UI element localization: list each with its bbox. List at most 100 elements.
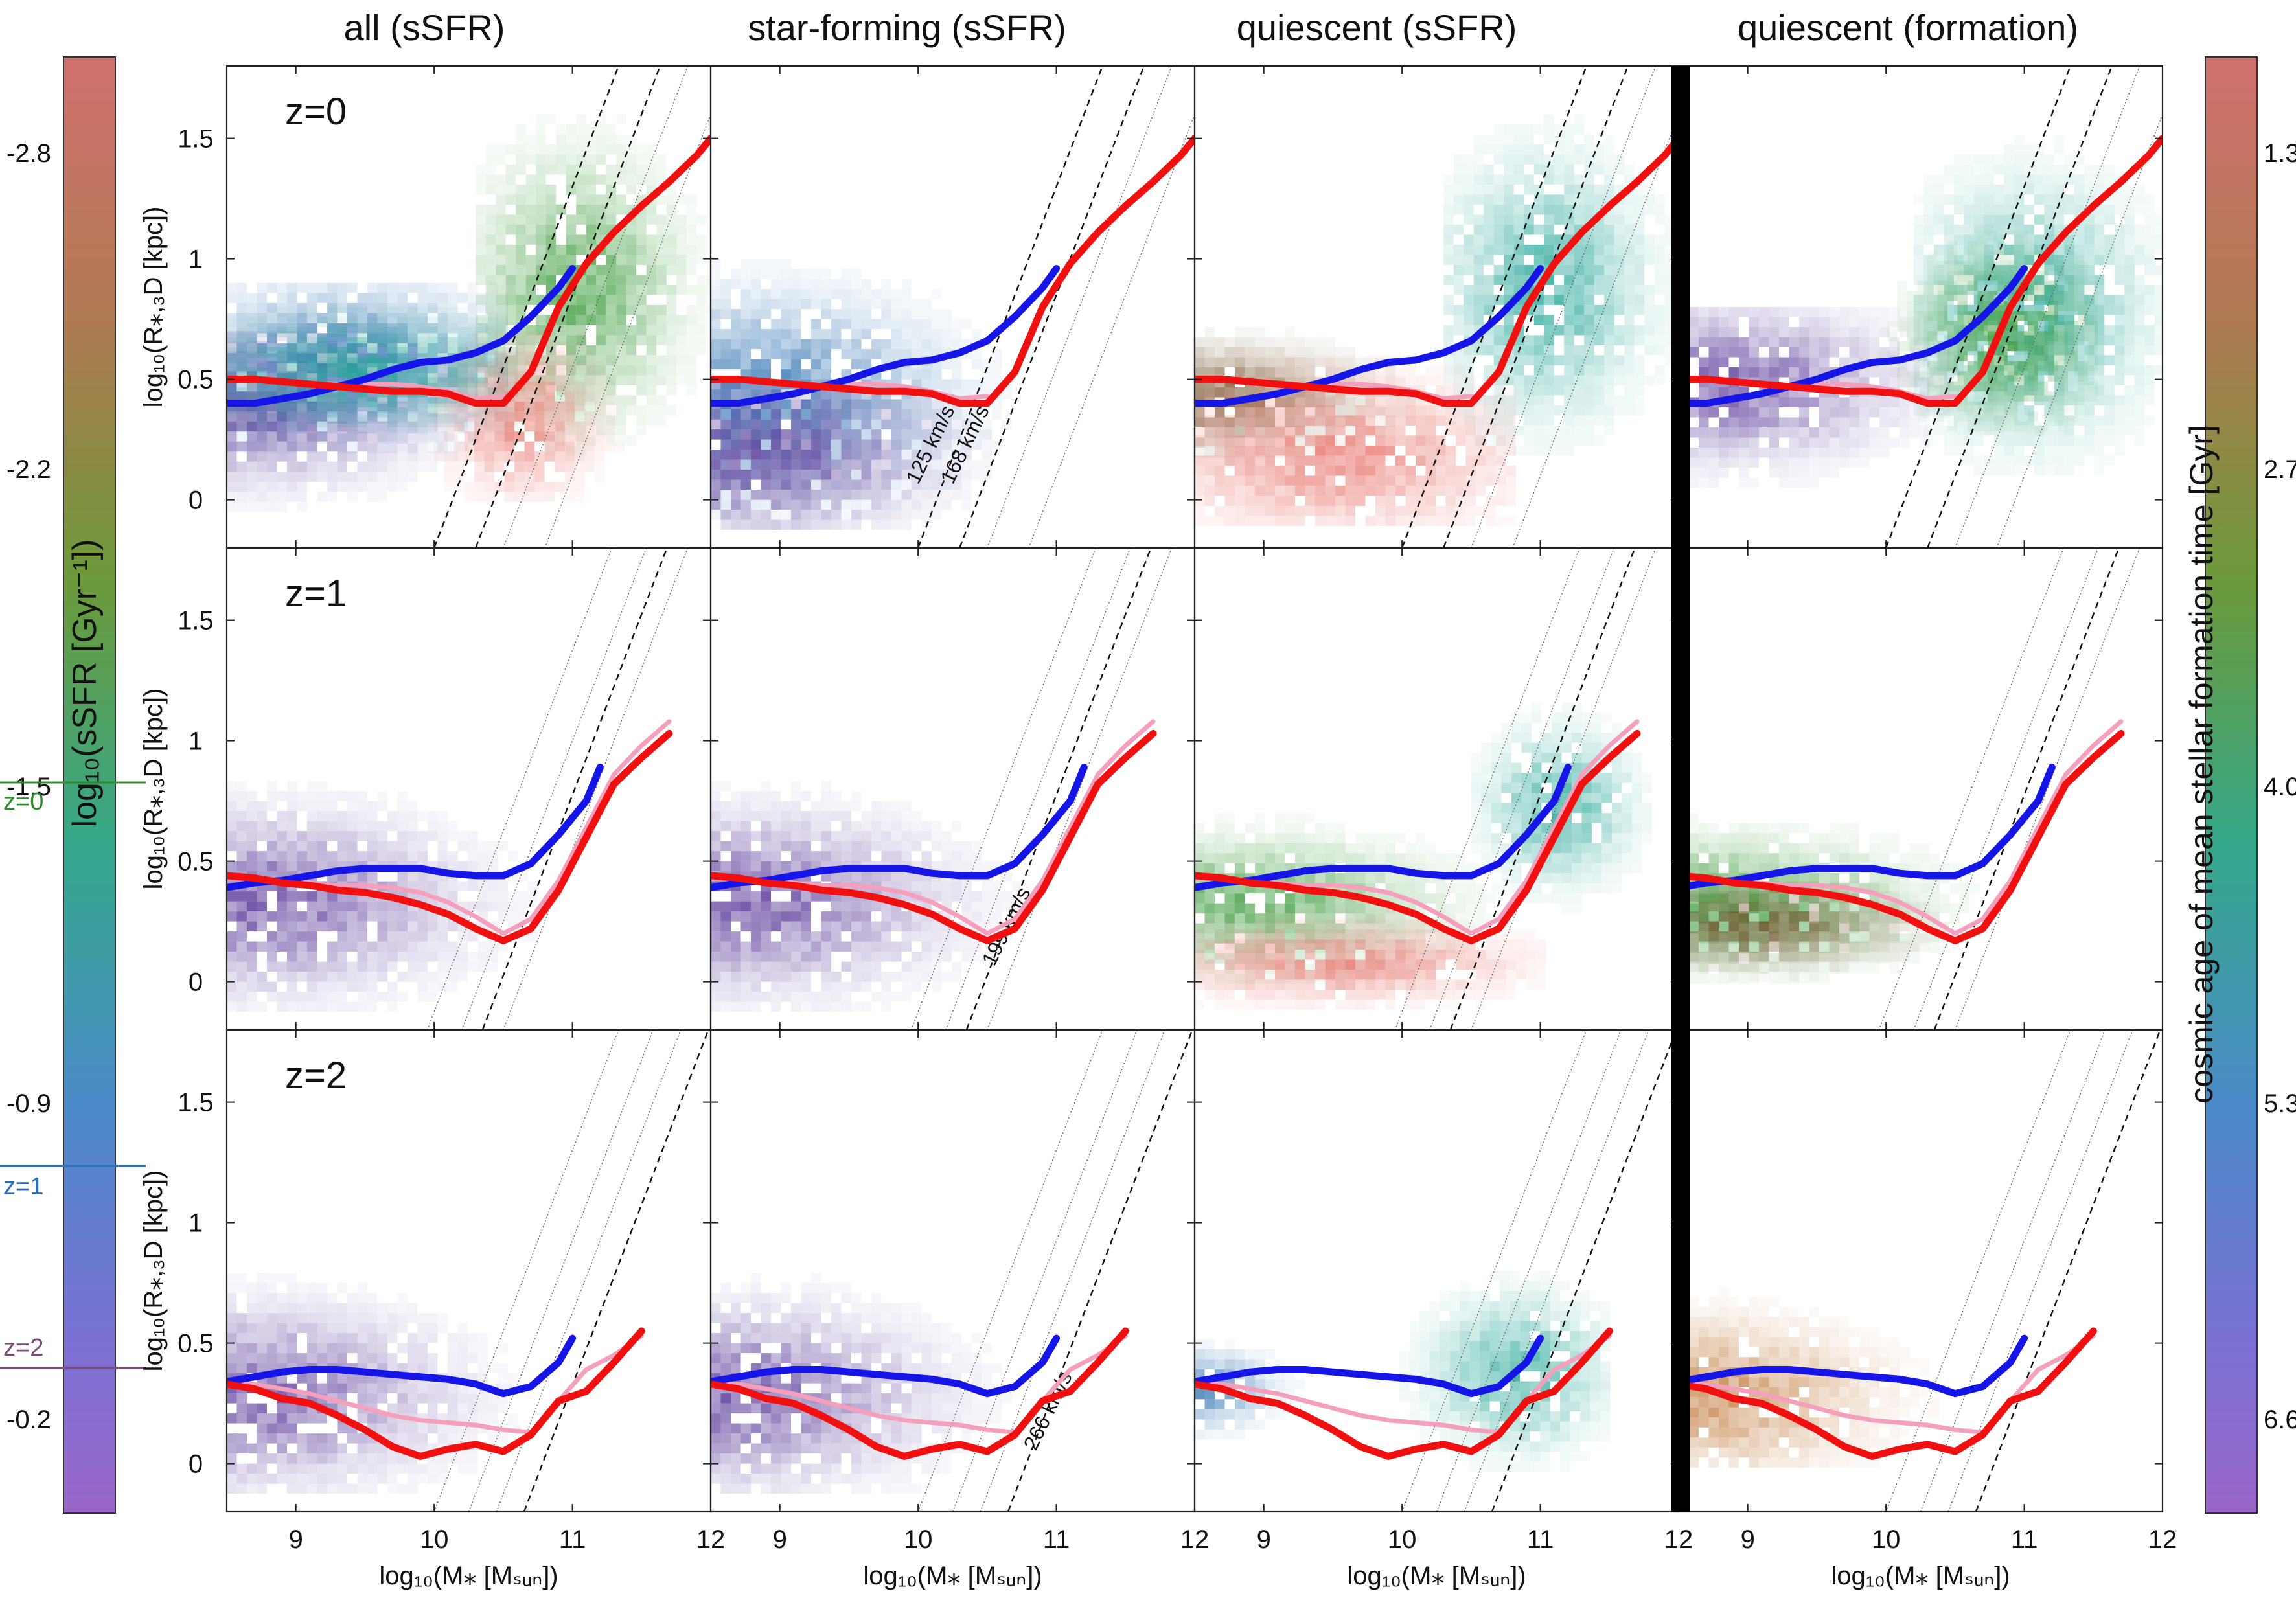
density-cell: [596, 304, 606, 315]
density-cell: [1345, 465, 1355, 476]
density-cell: [1445, 505, 1456, 516]
density-cell: [881, 279, 891, 290]
density-cell: [711, 269, 721, 279]
density-cell: [586, 395, 597, 405]
density-cell: [1504, 214, 1514, 225]
density-cell: [811, 409, 821, 420]
density-cell: [1395, 505, 1406, 516]
density-cell: [696, 295, 707, 305]
density-cell: [1445, 516, 1456, 526]
density-cell: [1443, 295, 1454, 305]
series-line-pink: [846, 382, 990, 401]
density-cell: [871, 459, 882, 470]
density-cell: [616, 405, 626, 416]
density-cell: [1355, 435, 1366, 446]
density-cell: [841, 499, 851, 510]
density-cell: [1564, 315, 1574, 325]
density-cell: [408, 282, 418, 293]
density-cell: [457, 343, 468, 354]
density-cell: [1728, 448, 1739, 458]
density-cell: [1513, 255, 1524, 265]
density-cell: [534, 401, 545, 412]
density-cell: [297, 431, 307, 442]
density-cell: [791, 479, 801, 490]
density-cell: [1913, 255, 1924, 265]
density-cell: [2074, 284, 2085, 295]
density-cell: [496, 144, 506, 155]
density-cell: [584, 391, 595, 402]
density-cell: [901, 339, 912, 350]
density-cell: [556, 204, 566, 215]
density-cell: [1973, 174, 1984, 185]
density-cell: [771, 269, 781, 279]
density-cell: [1789, 448, 1799, 458]
density-cell: [1554, 204, 1565, 215]
density-cell: [586, 435, 597, 446]
density-cell: [1923, 425, 1934, 436]
density-cell: [1614, 304, 1625, 315]
density-cell: [1933, 184, 1944, 195]
density-cell: [1933, 214, 1944, 225]
density-cell: [337, 413, 347, 424]
density-cell: [2044, 335, 2054, 345]
density-cell: [841, 399, 851, 410]
density-cell: [1496, 475, 1506, 486]
density-cell: [514, 331, 525, 341]
density-cell: [1699, 337, 1709, 347]
density-cell: [317, 461, 327, 472]
density-cell: [1614, 284, 1625, 295]
density-cell: [1829, 457, 1839, 468]
density-cell: [731, 519, 741, 530]
density-cell: [586, 134, 597, 144]
density-cell: [1265, 357, 1275, 367]
density-cell: [494, 431, 505, 442]
density-cell: [1265, 417, 1275, 427]
density-cell: [841, 510, 851, 520]
density-cell: [1496, 455, 1506, 466]
density-cell: [696, 315, 707, 325]
density-cell: [247, 431, 257, 442]
density-cell: [236, 282, 247, 293]
density-cell: [1964, 154, 1974, 165]
density-cell: [2054, 435, 2065, 446]
density-cell: [1624, 375, 1635, 385]
density-cell: [576, 365, 586, 376]
density-cell: [771, 339, 781, 350]
density-cell: [457, 441, 468, 452]
density-cell: [488, 317, 498, 327]
density-cell: [387, 302, 398, 313]
density-cell: [636, 284, 647, 295]
density-cell: [1739, 407, 1749, 418]
density-cell: [2074, 375, 2085, 385]
density-cell: [408, 302, 418, 313]
density-cell: [566, 365, 577, 376]
density-cell: [1929, 367, 1940, 378]
density-cell: [771, 499, 781, 510]
density-cell: [861, 349, 871, 359]
density-cell: [791, 450, 801, 460]
density-cell: [1453, 405, 1464, 416]
density-cell: [1799, 427, 1809, 438]
density-cell: [1879, 427, 1890, 438]
density-cell: [1604, 164, 1614, 175]
density-cell: [1923, 234, 1934, 245]
density-cell: [841, 309, 851, 319]
density-cell: [327, 481, 338, 492]
colorbar-right-tick: 2.7: [2264, 455, 2296, 484]
density-cell: [367, 413, 378, 424]
density-cell: [596, 395, 606, 405]
density-cell: [1325, 365, 1335, 376]
density-cell: [444, 411, 455, 422]
density-cell: [287, 327, 297, 337]
density-cell: [1385, 417, 1395, 427]
density-cell: [317, 423, 327, 434]
density-cell: [646, 255, 657, 265]
density-cell: [575, 492, 585, 502]
density-cell: [1789, 468, 1799, 478]
density-cell: [1436, 475, 1446, 486]
density-cell: [2014, 174, 2025, 185]
density-cell: [1719, 357, 1729, 367]
density-cell: [1624, 315, 1635, 325]
density-cell: [941, 499, 952, 510]
density-cell: [1445, 475, 1456, 486]
